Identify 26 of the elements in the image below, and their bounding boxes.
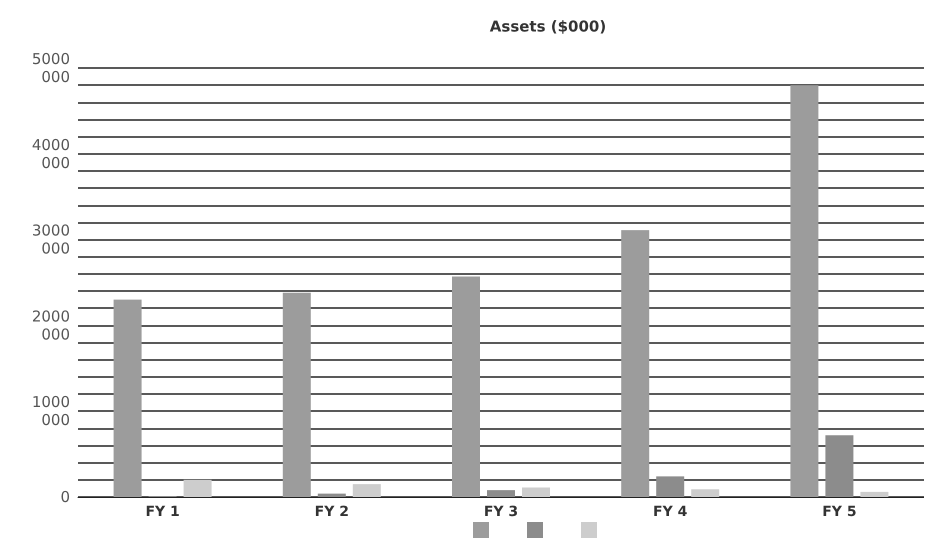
bar <box>318 494 346 497</box>
bar <box>282 292 311 497</box>
bar <box>114 300 142 497</box>
bar <box>487 490 515 497</box>
bar <box>452 276 480 497</box>
bar <box>184 480 212 497</box>
y-tick-label: 4000 000 <box>32 136 70 172</box>
bar <box>656 476 684 497</box>
bar <box>825 435 854 497</box>
bar <box>691 489 720 497</box>
chart-title: Assets ($000) <box>490 18 606 36</box>
y-tick-label: 0 <box>60 488 70 506</box>
y-tick-label: 3000 000 <box>32 222 70 258</box>
y-tick-label: 5000 000 <box>32 50 70 86</box>
bar <box>860 492 888 497</box>
x-tick-label: FY 4 <box>653 504 688 520</box>
x-tick-label: FY 2 <box>314 504 349 520</box>
y-tick-label: 2000 000 <box>32 307 70 344</box>
x-tick-label: FY 1 <box>145 504 180 520</box>
bar <box>522 488 550 497</box>
bar <box>790 85 818 497</box>
x-tick-label: FY 3 <box>484 504 518 520</box>
bar <box>352 484 381 497</box>
x-tick-label: FY 5 <box>822 504 857 520</box>
y-tick-label: 1000 000 <box>32 393 70 430</box>
bar <box>621 230 650 497</box>
